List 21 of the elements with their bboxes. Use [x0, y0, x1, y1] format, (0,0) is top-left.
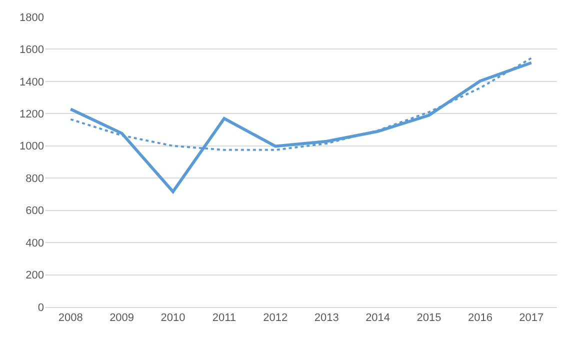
- x-tick-label: 2010: [160, 312, 186, 324]
- y-tick-label: 1000: [20, 140, 44, 153]
- y-tick-label: 400: [26, 237, 44, 250]
- x-tick-label: 2014: [366, 312, 390, 324]
- y-tick-label: 200: [26, 270, 44, 282]
- line-series: [69, 61, 533, 194]
- x-tick-label: 2008: [58, 312, 83, 324]
- x-tick-label: 2009: [110, 312, 134, 324]
- x-tick-label: 2016: [468, 312, 492, 324]
- y-tick-label: 0: [38, 302, 44, 314]
- y-tick-label: 1400: [20, 76, 44, 88]
- y-tick-label: 1200: [20, 108, 44, 121]
- x-tick-label: 2012: [263, 312, 288, 324]
- y-tick-label: 600: [26, 205, 44, 218]
- x-tick-label: 2017: [519, 312, 544, 324]
- x-tick-label: 2015: [416, 312, 442, 324]
- y-tick-label: 1800: [20, 12, 44, 24]
- x-tick-label: 2011: [212, 312, 236, 324]
- y-tick-label: 1600: [20, 44, 44, 56]
- x-tick-label: 2013: [314, 312, 339, 324]
- y-tick-label: 800: [26, 172, 44, 185]
